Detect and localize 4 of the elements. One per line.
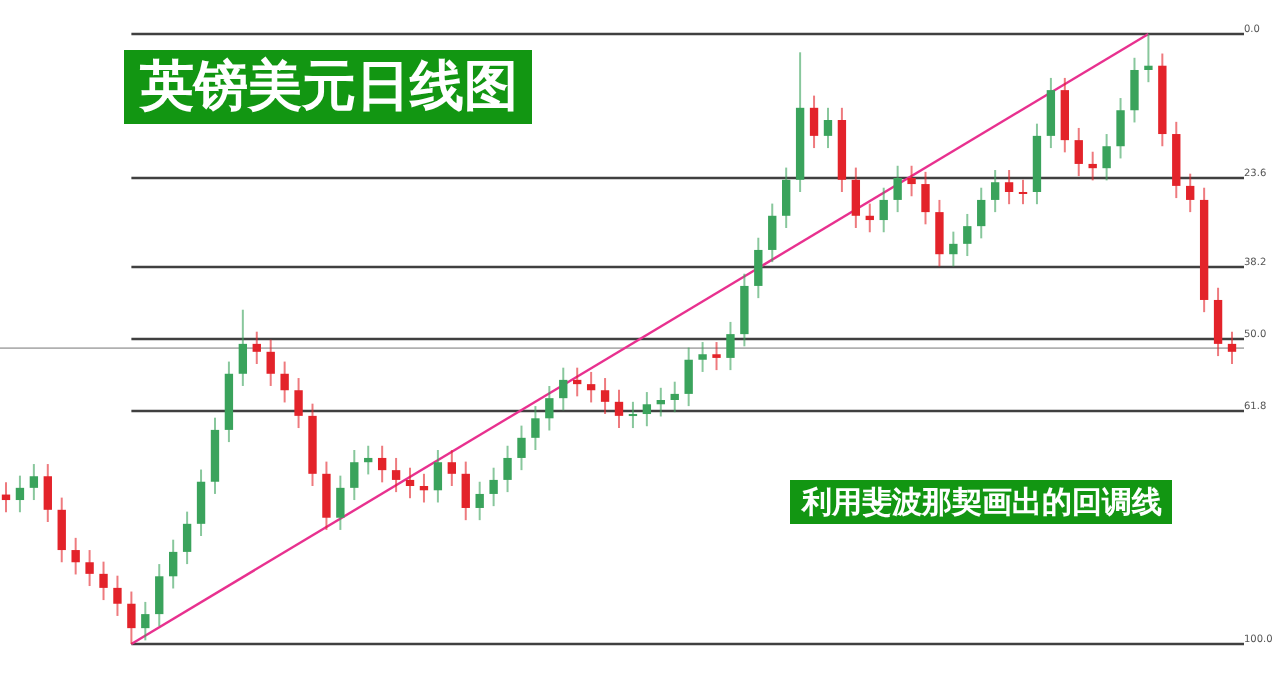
annotation: 利用斐波那契画出的回调线 — [800, 484, 1162, 520]
annotation: 利用斐波那契画出的回调线 — [790, 480, 1172, 524]
title: 英镑美元日线图 — [124, 50, 532, 124]
chart-title: 英镑美元日线图 — [138, 56, 518, 118]
